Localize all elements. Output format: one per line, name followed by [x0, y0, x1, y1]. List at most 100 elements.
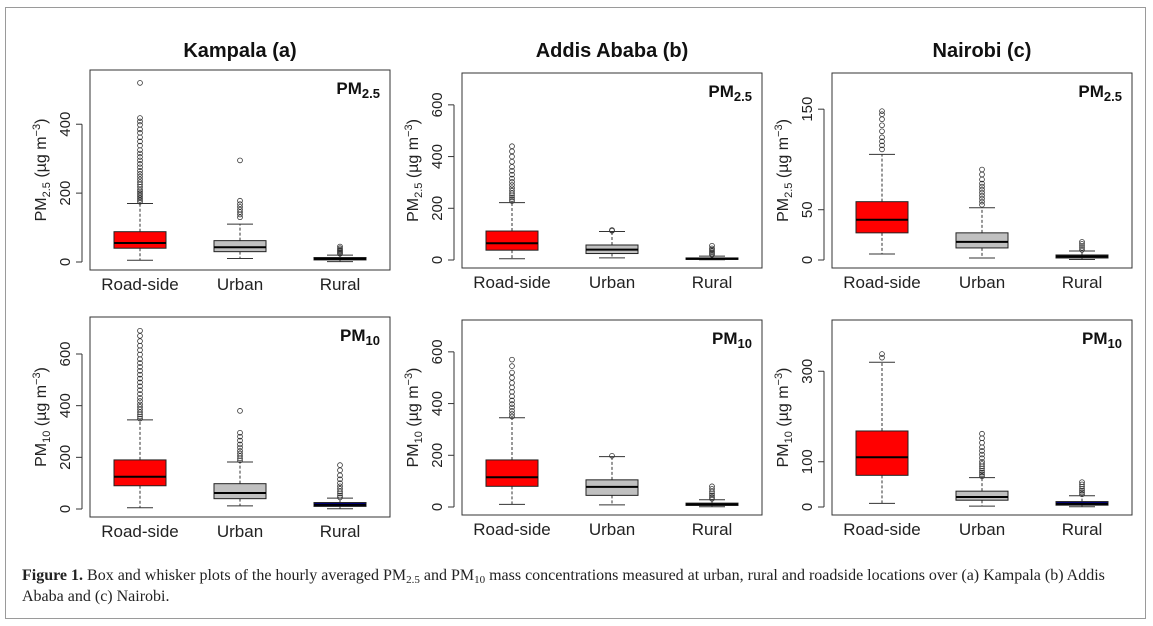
iqr-box — [955, 490, 1009, 501]
outlier-point — [337, 467, 343, 474]
outlier-point — [979, 189, 985, 196]
category-label: Rural — [1062, 273, 1103, 292]
outlier-point — [137, 398, 143, 404]
box-road-side — [113, 80, 167, 261]
outlier-point — [979, 444, 985, 451]
category-label: Road-side — [101, 275, 179, 294]
caption-text-1: Box and whisker plots of the hourly aver… — [83, 567, 407, 584]
outlier-point — [137, 415, 143, 422]
outlier-point — [237, 444, 243, 451]
outlier-point — [237, 441, 243, 448]
plot-frame — [461, 319, 763, 516]
outlier-point — [137, 364, 143, 370]
outlier-point — [509, 404, 515, 411]
outlier-point — [979, 471, 985, 478]
category-label: Urban — [959, 520, 1005, 539]
caption-sub-2: 10 — [474, 574, 486, 586]
outlier-point — [137, 375, 143, 382]
outlier-point — [979, 183, 985, 190]
outlier-point — [509, 411, 515, 417]
plot-frame — [89, 69, 391, 271]
box-rural — [685, 242, 739, 261]
pollutant-label: PM2.5 — [1078, 82, 1122, 104]
outlier-point — [137, 176, 143, 183]
outlier-point — [337, 476, 343, 483]
outlier-point — [137, 413, 143, 420]
outlier-point — [879, 134, 885, 141]
category-label: Road-side — [101, 522, 179, 541]
outlier-point — [1079, 243, 1085, 249]
outlier-point — [1079, 481, 1085, 488]
outlier-point — [979, 180, 985, 187]
outlier-point — [137, 371, 143, 378]
box-rural — [313, 243, 367, 263]
outlier-point — [137, 338, 143, 344]
outlier-point — [509, 187, 515, 194]
outlier-point — [979, 186, 985, 193]
y-axis-label: PM2.5 (µg m−3) — [403, 119, 425, 222]
outlier-point — [509, 143, 515, 150]
outlier-point — [509, 153, 515, 160]
caption-label: Figure 1. — [22, 567, 84, 584]
outlier-point — [137, 171, 143, 177]
outlier-point — [337, 486, 343, 492]
outlier-point — [137, 179, 143, 185]
outlier-point — [979, 473, 985, 480]
outlier-point — [509, 175, 515, 182]
outlier-point — [137, 367, 143, 374]
y-tick-label: 200 — [57, 181, 74, 206]
outlier-point — [709, 483, 715, 490]
outlier-point — [137, 327, 143, 334]
box-road-side — [485, 356, 539, 505]
y-tick-label: 600 — [429, 339, 446, 364]
outlier-point — [237, 450, 243, 457]
figure-caption: Figure 1. Box and whisker plots of the h… — [22, 565, 1132, 607]
plot-frame — [831, 72, 1133, 269]
box-rural — [1055, 239, 1109, 260]
category-label: Urban — [959, 273, 1005, 292]
outlier-point — [1079, 241, 1085, 247]
y-tick-label: 0 — [57, 505, 74, 513]
outlier-point — [237, 197, 243, 204]
outlier-point — [337, 243, 343, 250]
chart-title: Nairobi (c) — [933, 40, 1032, 62]
iqr-box — [113, 231, 167, 249]
plot-frame — [461, 72, 763, 269]
outlier-point — [237, 429, 243, 436]
outlier-point — [337, 245, 343, 252]
outlier-point — [979, 198, 985, 205]
outlier-point — [879, 116, 885, 123]
iqr-box — [213, 483, 267, 500]
y-tick-label: 0 — [429, 503, 446, 511]
y-axis-label: PM2.5 (µg m−3) — [31, 119, 53, 222]
outlier-point — [879, 128, 885, 135]
outlier-point — [237, 204, 243, 210]
y-tick-label: 200 — [429, 443, 446, 468]
outlier-point — [137, 347, 143, 353]
outlier-point — [509, 413, 515, 420]
outlier-point — [979, 166, 985, 173]
outlier-point — [509, 356, 515, 363]
outlier-point — [979, 451, 985, 458]
outlier-point — [509, 408, 515, 414]
outlier-point — [137, 351, 143, 358]
plot-frame — [831, 319, 1133, 516]
outlier-point — [979, 439, 985, 446]
outlier-point — [237, 408, 243, 414]
outlier-point — [1079, 491, 1085, 498]
outlier-point — [979, 469, 985, 476]
outlier-point — [509, 148, 515, 155]
iqr-box — [955, 232, 1009, 249]
outlier-point — [1079, 479, 1085, 485]
outlier-point — [1079, 489, 1085, 496]
y-tick-label: 0 — [799, 256, 816, 264]
category-label: Urban — [217, 522, 263, 541]
outlier-point — [979, 192, 985, 199]
outlier-point — [137, 142, 143, 149]
outlier-point — [509, 363, 515, 369]
outlier-point — [879, 351, 885, 357]
